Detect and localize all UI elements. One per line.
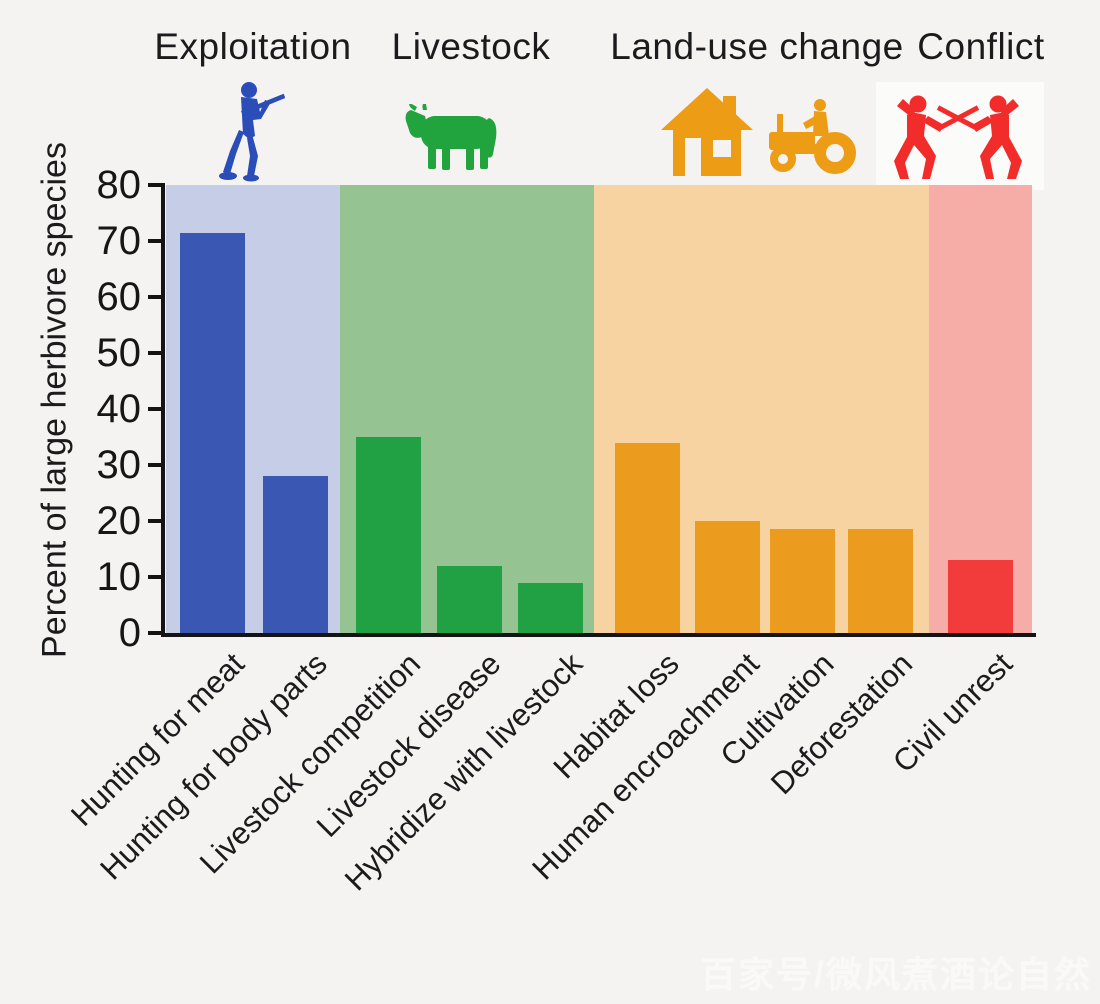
- y-tick-mark-80: [148, 183, 161, 187]
- group-header-land-use-change: Land-use change: [610, 26, 904, 67]
- bar-hunting-for-meat: [179, 233, 245, 633]
- y-tick-label-80: 80: [96, 163, 142, 207]
- y-tick-mark-60: [148, 295, 161, 299]
- y-tick-label-60: 60: [96, 275, 142, 319]
- y-tick-label-20: 20: [96, 499, 142, 543]
- hunter-icon: [219, 82, 285, 182]
- y-tick-mark-70: [148, 239, 161, 243]
- y-tick-label-50: 50: [96, 331, 142, 375]
- bar-habitat-loss: [614, 443, 680, 633]
- bar-cultivation: [769, 529, 835, 633]
- y-tick-label-0: 0: [118, 611, 141, 655]
- panel-conflict: [929, 185, 1032, 633]
- group-header-conflict: Conflict: [917, 26, 1045, 67]
- bar-human-encroachment: [694, 521, 760, 633]
- y-tick-label-10: 10: [96, 555, 142, 599]
- y-tick-mark-50: [148, 351, 161, 355]
- bar-livestock-competition: [355, 437, 421, 633]
- cow-icon: [405, 104, 497, 170]
- y-tick-label-70: 70: [96, 219, 142, 263]
- tractor-icon: [769, 99, 856, 174]
- y-tick-mark-40: [148, 407, 161, 411]
- bar-hybridize-with-livestock: [517, 583, 583, 633]
- watermark: 百家号/微风煮酒论自然: [699, 954, 1092, 995]
- y-tick-mark-10: [148, 575, 161, 579]
- bar-livestock-disease: [436, 566, 502, 633]
- group-header-exploitation: Exploitation: [154, 26, 352, 67]
- bar-civil-unrest: [947, 560, 1013, 633]
- y-tick-mark-0: [148, 631, 161, 635]
- x-axis-line: [161, 633, 1036, 637]
- group-header-livestock: Livestock: [391, 26, 551, 67]
- y-axis-line: [161, 183, 165, 637]
- house-icon: [661, 88, 753, 176]
- y-tick-label-40: 40: [96, 387, 142, 431]
- bar-deforestation: [847, 529, 913, 633]
- bar-hunting-for-body-parts: [262, 476, 328, 633]
- y-tick-label-30: 30: [96, 443, 142, 487]
- y-tick-mark-20: [148, 519, 161, 523]
- y-tick-mark-30: [148, 463, 161, 467]
